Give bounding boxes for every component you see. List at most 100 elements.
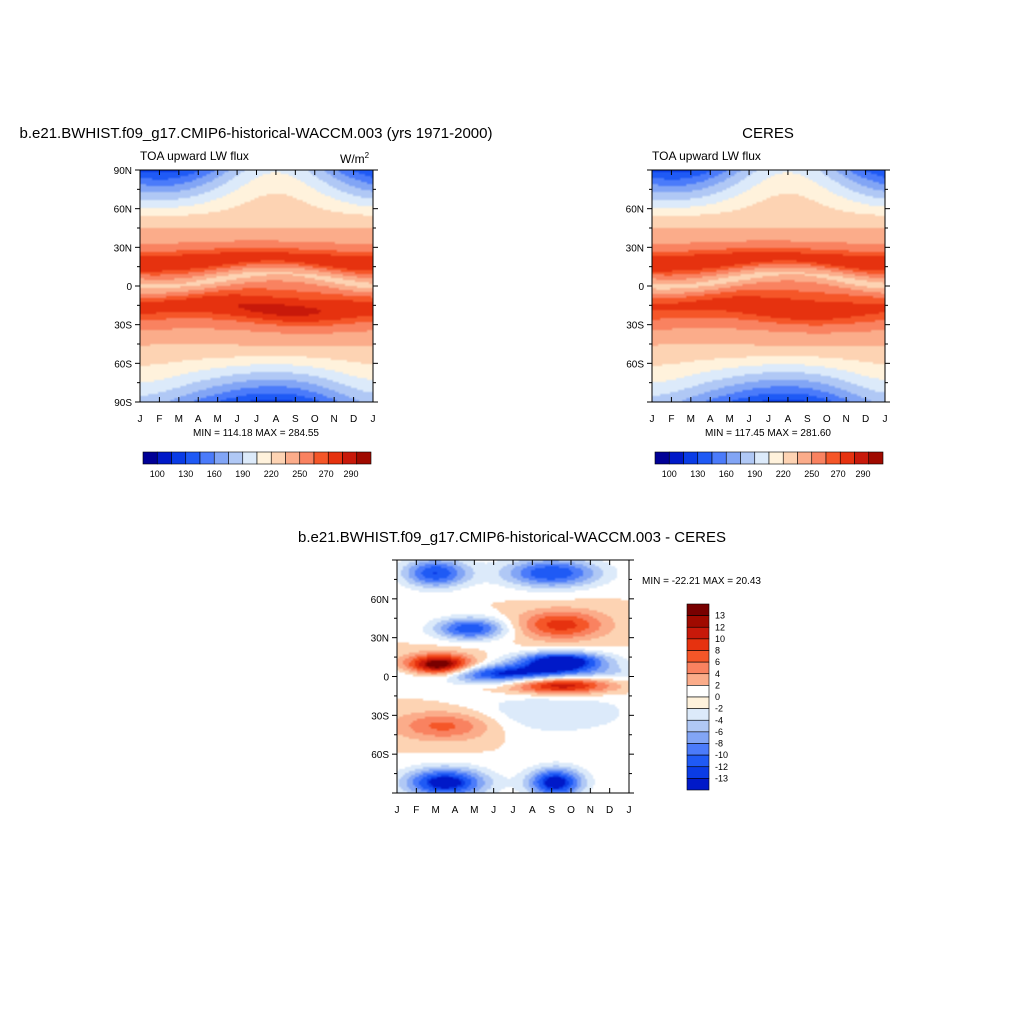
x-tick-label: A bbox=[452, 805, 459, 816]
colorbar-swatch bbox=[686, 766, 710, 779]
colorbar-label: 270 bbox=[831, 469, 846, 479]
colorbar-swatch bbox=[686, 708, 710, 721]
colorbar-label: -8 bbox=[715, 739, 723, 749]
model-colorbar: 100 130 160 190 220 250 270 290 bbox=[142, 451, 372, 479]
colorbar-label: 100 bbox=[150, 469, 165, 479]
colorbar-swatch bbox=[854, 451, 870, 465]
colorbar-swatch bbox=[228, 451, 244, 465]
colorbar-swatch bbox=[199, 451, 215, 465]
y-tick-label: 90S bbox=[114, 398, 132, 409]
colorbar-swatch bbox=[686, 754, 710, 768]
obs-heatmap bbox=[652, 170, 885, 402]
colorbar-swatch bbox=[811, 451, 827, 465]
colorbar-swatch bbox=[686, 661, 710, 675]
colorbar-swatch bbox=[740, 451, 756, 465]
obs-colorbar: 100 130 160 190 220 250 270 290 bbox=[654, 451, 884, 479]
colorbar-swatch bbox=[654, 451, 670, 465]
colorbar-label: 270 bbox=[319, 469, 334, 479]
colorbar-label: -2 bbox=[715, 704, 723, 714]
colorbar-swatch bbox=[213, 451, 229, 465]
x-tick-label: J bbox=[138, 414, 143, 425]
colorbar-swatch bbox=[356, 451, 372, 465]
colorbar-label: 130 bbox=[690, 469, 705, 479]
colorbar-swatch bbox=[839, 451, 855, 465]
colorbar-swatch bbox=[697, 451, 713, 465]
colorbar-swatch bbox=[868, 451, 884, 465]
colorbar-label: 250 bbox=[804, 469, 819, 479]
colorbar-label: -4 bbox=[715, 715, 723, 725]
colorbar-label: 2 bbox=[715, 680, 720, 690]
colorbar-swatch bbox=[686, 696, 710, 709]
obs-title: CERES bbox=[742, 125, 794, 142]
colorbar-label: 10 bbox=[715, 634, 725, 644]
model-heatmap bbox=[140, 170, 373, 402]
colorbar-label: 220 bbox=[776, 469, 791, 479]
x-tick-label: N bbox=[587, 805, 594, 816]
colorbar-swatch bbox=[185, 451, 201, 465]
x-tick-label: F bbox=[156, 414, 162, 425]
colorbar-swatch bbox=[683, 451, 699, 465]
x-tick-label: O bbox=[311, 414, 319, 425]
y-tick-label: 30N bbox=[626, 243, 644, 254]
colorbar-swatch bbox=[686, 650, 710, 663]
colorbar-label: 160 bbox=[207, 469, 222, 479]
x-tick-label: S bbox=[804, 414, 811, 425]
colorbar-swatch bbox=[686, 673, 710, 686]
colorbar-swatch bbox=[797, 451, 813, 465]
y-tick-label: 60S bbox=[371, 750, 389, 761]
x-tick-label: M bbox=[470, 805, 478, 816]
obs-stats: MIN = 117.45 MAX = 281.60 bbox=[705, 428, 831, 439]
x-tick-label: M bbox=[431, 805, 439, 816]
obs-subtitle: TOA upward LW flux bbox=[652, 149, 761, 163]
colorbar-swatch bbox=[825, 451, 841, 465]
colorbar-swatch bbox=[686, 638, 710, 651]
y-tick-label: 60N bbox=[371, 595, 389, 606]
colorbar-label: 4 bbox=[715, 669, 720, 679]
colorbar-swatch bbox=[686, 603, 710, 616]
diff-title: b.e21.BWHIST.f09_g17.CMIP6-historical-WA… bbox=[298, 529, 726, 546]
y-tick-label: 90N bbox=[114, 166, 132, 177]
x-tick-label: J bbox=[511, 805, 516, 816]
model-y-axis: 90N 60N 30N 0 30S 60S 90S bbox=[114, 166, 378, 409]
x-tick-label: A bbox=[529, 805, 536, 816]
colorbar-swatch bbox=[171, 451, 187, 465]
colorbar-label: 220 bbox=[264, 469, 279, 479]
colorbar-swatch bbox=[270, 451, 286, 465]
x-tick-label: J bbox=[371, 414, 376, 425]
colorbar-label: 0 bbox=[715, 692, 720, 702]
x-tick-label: J bbox=[235, 414, 240, 425]
colorbar-label: 13 bbox=[715, 611, 725, 621]
y-tick-label: 0 bbox=[638, 282, 644, 293]
x-tick-label: N bbox=[331, 414, 338, 425]
colorbar-label: -10 bbox=[715, 750, 728, 760]
colorbar-label: 12 bbox=[715, 622, 725, 632]
x-tick-label: A bbox=[195, 414, 202, 425]
colorbar-swatch bbox=[754, 451, 770, 465]
x-tick-label: D bbox=[350, 414, 357, 425]
model-stats: MIN = 114.18 MAX = 284.55 bbox=[193, 428, 319, 439]
colorbar-swatch bbox=[782, 451, 798, 465]
y-tick-label: 30S bbox=[626, 321, 644, 332]
model-title: b.e21.BWHIST.f09_g17.CMIP6-historical-WA… bbox=[20, 125, 493, 142]
units-label: W/m2 bbox=[340, 151, 370, 166]
colorbar-swatch bbox=[711, 451, 727, 465]
colorbar-swatch bbox=[668, 451, 684, 465]
x-tick-label: O bbox=[823, 414, 831, 425]
x-tick-label: A bbox=[707, 414, 714, 425]
diff-y-axis: 60N 30N 0 30S 60S bbox=[371, 559, 634, 794]
colorbar-label: 290 bbox=[856, 469, 871, 479]
x-tick-label: O bbox=[567, 805, 575, 816]
colorbar-label: -12 bbox=[715, 762, 728, 772]
y-tick-label: 30S bbox=[114, 321, 132, 332]
colorbar-swatch bbox=[686, 778, 710, 791]
y-tick-label: 30N bbox=[114, 243, 132, 254]
x-tick-label: J bbox=[650, 414, 655, 425]
